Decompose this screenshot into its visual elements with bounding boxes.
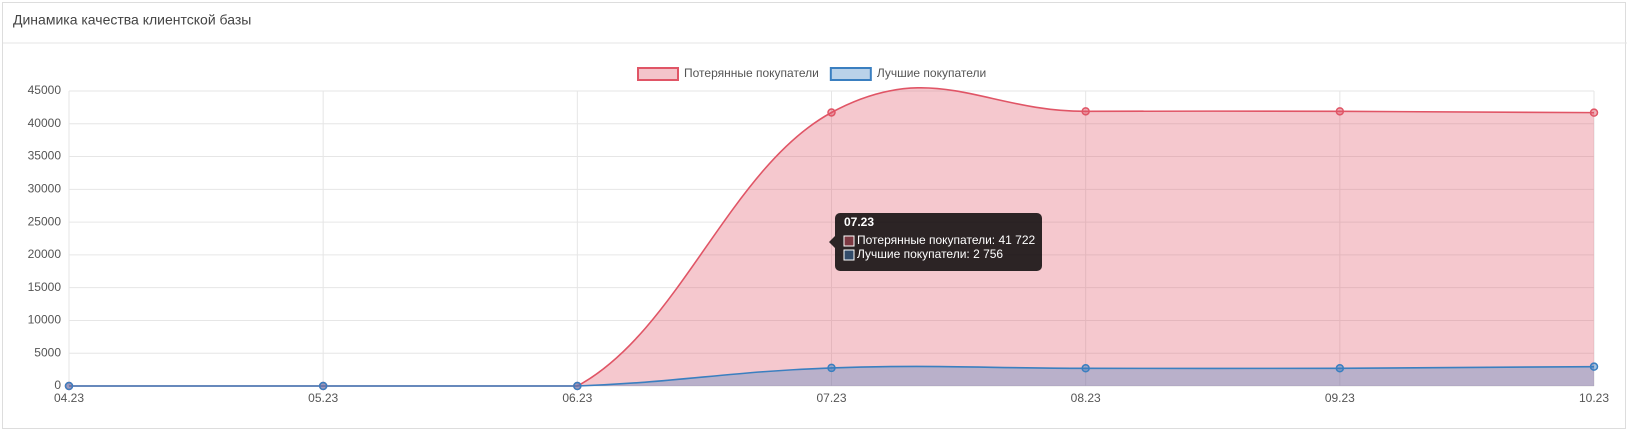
point — [64, 381, 74, 391]
y-tick-label: 20000 — [28, 247, 62, 261]
point — [1081, 364, 1090, 373]
tooltip-title: 07.23 — [844, 215, 874, 229]
tooltip-line: Лучшие покупатели: 2 756 — [857, 247, 1003, 261]
legend-label: Лучшие покупатели — [877, 66, 986, 80]
point — [827, 108, 836, 117]
y-tick-label: 10000 — [28, 313, 62, 327]
x-tick-label: 04.23 — [54, 391, 84, 405]
y-tick-label: 40000 — [28, 116, 62, 130]
point — [827, 363, 836, 373]
point — [1589, 108, 1599, 117]
legend-swatch — [829, 67, 872, 81]
x-tick-label: 06.23 — [562, 391, 592, 405]
tooltip-swatch — [843, 235, 855, 247]
series-line — [69, 365, 1595, 387]
legend-swatch — [637, 67, 679, 81]
area-fill — [69, 366, 1594, 386]
y-tick-label: 25000 — [28, 214, 62, 228]
x-tick-label: 08.23 — [1071, 391, 1101, 405]
y-tick-label: 5000 — [34, 345, 61, 359]
point — [573, 381, 582, 391]
point — [1589, 362, 1599, 371]
y-tick-label: 15000 — [28, 280, 62, 294]
tooltip-swatch — [843, 249, 855, 261]
tooltip-box — [829, 213, 1042, 271]
x-tick-label: 09.23 — [1325, 391, 1355, 405]
x-tick-label: 07.23 — [816, 391, 846, 405]
point — [1081, 107, 1090, 116]
area-fill — [69, 87, 1594, 387]
y-tick-label: 45000 — [28, 83, 62, 97]
point — [1335, 364, 1345, 373]
card-title: Динамика качества клиентской базы — [13, 12, 251, 28]
legend-label: Потерянные покупатели — [684, 66, 819, 80]
x-tick-label: 05.23 — [308, 391, 338, 405]
point — [1335, 107, 1345, 116]
y-tick-label: 0 — [54, 378, 61, 392]
point — [318, 381, 328, 391]
x-tick-label: 10.23 — [1579, 391, 1609, 405]
tooltip-line: Потерянные покупатели: 41 722 — [857, 233, 1035, 247]
y-tick-label: 35000 — [28, 149, 62, 163]
y-tick-label: 30000 — [28, 182, 62, 196]
